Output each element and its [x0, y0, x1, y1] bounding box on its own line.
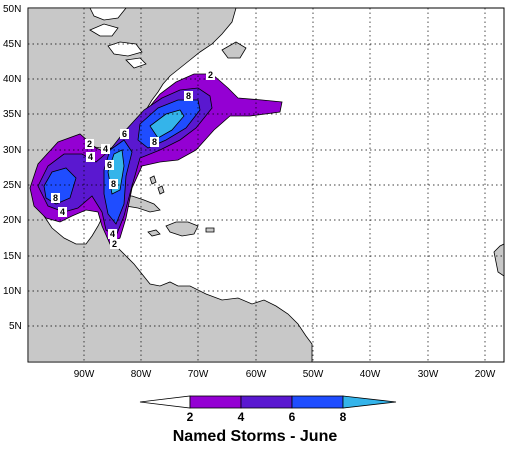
legend-title: Named Storms - June [172, 428, 338, 445]
lat-label-10n: 10N [3, 286, 21, 297]
contour-label: 8 [111, 179, 116, 189]
lon-label-70w: 70W [188, 369, 209, 380]
bahamas [149, 175, 165, 195]
lon-label-30w: 30W [418, 369, 439, 380]
contour-label: 4 [110, 229, 115, 239]
contour-label: 6 [107, 160, 112, 170]
lat-label-50n: 50N [3, 4, 21, 15]
lon-label-60w: 60W [246, 369, 267, 380]
lat-label-15n: 15N [3, 251, 21, 262]
lat-grid [28, 43, 504, 327]
lat-label-25n: 25N [3, 180, 21, 191]
legend-tick-8: 8 [340, 410, 347, 424]
puerto-rico [205, 227, 215, 233]
legend-swatch-below-2 [139, 395, 191, 409]
lon-label-50w: 50W [303, 369, 324, 380]
newfoundland [221, 41, 247, 59]
contour-label: 4 [103, 144, 108, 154]
lon-label-80w: 80W [131, 369, 152, 380]
lat-label-35n: 35N [3, 109, 21, 120]
contour-label: 8 [53, 193, 58, 203]
africa-landmass [493, 243, 504, 277]
lat-label-20n: 20N [3, 215, 21, 226]
hudson-bay [89, 8, 127, 21]
contour-label: 8 [186, 91, 191, 101]
legend-swatch-above-8 [342, 395, 397, 409]
contour-label: 8 [152, 137, 157, 147]
contour-label: 6 [122, 129, 127, 139]
lat-label-45n: 45N [3, 39, 21, 50]
contour-label: 2 [112, 239, 117, 249]
legend-swatch-6-8 [291, 395, 344, 409]
lon-label-20w: 20W [475, 369, 496, 380]
lon-label-90w: 90W [74, 369, 95, 380]
legend-swatch-4-6 [240, 395, 293, 409]
hispaniola [165, 221, 199, 237]
lon-label-40w: 40W [360, 369, 381, 380]
legend-colorbar [139, 395, 397, 409]
legend-tick-6: 6 [289, 410, 296, 424]
contour-label: 2 [87, 139, 92, 149]
great-lakes [89, 23, 147, 69]
jamaica [147, 229, 161, 237]
legend-swatch-2-4 [189, 395, 242, 409]
contour-label: 4 [60, 207, 65, 217]
lon-grid [83, 8, 486, 362]
lat-label-40n: 40N [3, 74, 21, 85]
contour-label: 4 [88, 152, 93, 162]
legend-tick-4: 4 [238, 410, 245, 424]
legend-tick-2: 2 [187, 410, 194, 424]
contour-label: 2 [208, 70, 213, 80]
lat-label-5n: 5N [9, 321, 22, 332]
lat-label-30n: 30N [3, 145, 21, 156]
contour-labels: 2 2 2 4 4 4 4 6 6 8 8 8 8 [51, 70, 215, 249]
